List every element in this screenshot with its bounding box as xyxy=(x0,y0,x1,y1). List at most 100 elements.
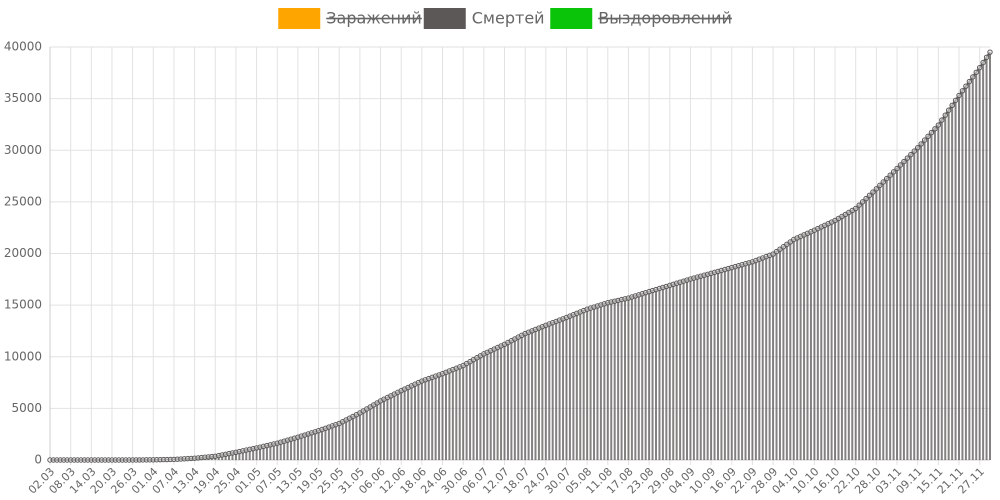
bar xyxy=(489,350,492,460)
legend-swatch[interactable] xyxy=(550,8,593,29)
bar xyxy=(365,408,368,460)
bar xyxy=(913,151,916,460)
bar xyxy=(964,86,967,461)
point xyxy=(887,172,893,178)
legend-label[interactable]: Заражений xyxy=(326,9,422,28)
bar xyxy=(747,262,750,460)
bar xyxy=(951,105,954,461)
legend-swatch[interactable] xyxy=(423,8,466,29)
bar xyxy=(310,432,313,460)
bar xyxy=(269,444,272,460)
bar xyxy=(696,277,699,460)
bar xyxy=(396,392,399,460)
point xyxy=(949,102,955,108)
bar xyxy=(462,365,465,460)
point xyxy=(973,69,979,75)
bar xyxy=(713,272,716,460)
bar xyxy=(968,81,971,461)
bar xyxy=(641,293,644,460)
bar xyxy=(737,265,740,460)
bar xyxy=(644,292,647,460)
bar xyxy=(782,246,785,460)
bar xyxy=(479,355,482,460)
bar xyxy=(513,338,516,460)
bar xyxy=(331,425,334,460)
point xyxy=(980,59,986,66)
bar xyxy=(293,438,296,460)
y-tick-label: 0 xyxy=(34,453,42,467)
bar xyxy=(565,317,568,460)
bar xyxy=(634,295,637,460)
bar xyxy=(579,311,582,460)
y-tick-label: 40000 xyxy=(4,40,42,54)
bar xyxy=(861,201,864,460)
bar xyxy=(699,276,702,460)
bar xyxy=(816,228,819,460)
bar xyxy=(541,326,544,460)
bar xyxy=(431,377,434,460)
y-tick-label: 5000 xyxy=(11,401,42,415)
point xyxy=(921,137,928,143)
bar xyxy=(531,330,534,460)
bar xyxy=(758,259,761,460)
legend-label[interactable]: Выздоровлений xyxy=(598,9,732,28)
bar xyxy=(241,450,244,460)
bar xyxy=(720,270,723,460)
bar xyxy=(455,368,458,460)
bar xyxy=(506,342,509,460)
bar xyxy=(321,429,324,460)
bar xyxy=(751,261,754,460)
bar xyxy=(871,192,874,460)
bar xyxy=(937,125,940,460)
bar xyxy=(858,205,861,460)
bar xyxy=(792,239,795,460)
point xyxy=(987,49,993,55)
bar xyxy=(596,305,599,460)
point xyxy=(873,186,880,192)
point xyxy=(935,122,942,128)
bar xyxy=(259,447,262,460)
bar xyxy=(648,291,651,460)
bar xyxy=(809,231,812,460)
bar xyxy=(548,323,551,460)
bar xyxy=(575,313,578,460)
bar xyxy=(537,328,540,460)
bar xyxy=(300,436,303,460)
bar xyxy=(262,446,265,460)
bar xyxy=(658,288,661,460)
bar xyxy=(710,273,713,460)
legend-swatch[interactable] xyxy=(278,8,321,29)
bar xyxy=(379,400,382,460)
bar xyxy=(314,431,317,460)
point xyxy=(918,141,924,147)
bar xyxy=(407,387,410,460)
bar xyxy=(441,373,444,460)
bar xyxy=(372,404,375,460)
bar xyxy=(892,171,895,460)
bar xyxy=(837,218,840,460)
legend-label[interactable]: Смертей xyxy=(472,9,545,28)
bar xyxy=(382,399,385,460)
bar xyxy=(989,52,991,460)
point xyxy=(983,54,990,61)
bar xyxy=(276,443,279,460)
bar xyxy=(909,154,912,460)
y-tick-label: 25000 xyxy=(4,194,42,208)
bar xyxy=(971,76,974,461)
bar xyxy=(651,290,654,460)
bar xyxy=(944,115,947,460)
point xyxy=(890,169,897,175)
point xyxy=(970,74,976,80)
bar xyxy=(562,318,565,460)
bar xyxy=(475,357,478,460)
bar xyxy=(386,397,389,460)
bar xyxy=(778,249,781,460)
point xyxy=(884,175,890,182)
bar xyxy=(345,419,348,460)
bar xyxy=(527,332,530,460)
y-tick-label: 15000 xyxy=(4,298,42,312)
bar xyxy=(427,378,430,460)
bar xyxy=(882,182,885,460)
point xyxy=(939,117,945,123)
bar xyxy=(338,423,341,460)
